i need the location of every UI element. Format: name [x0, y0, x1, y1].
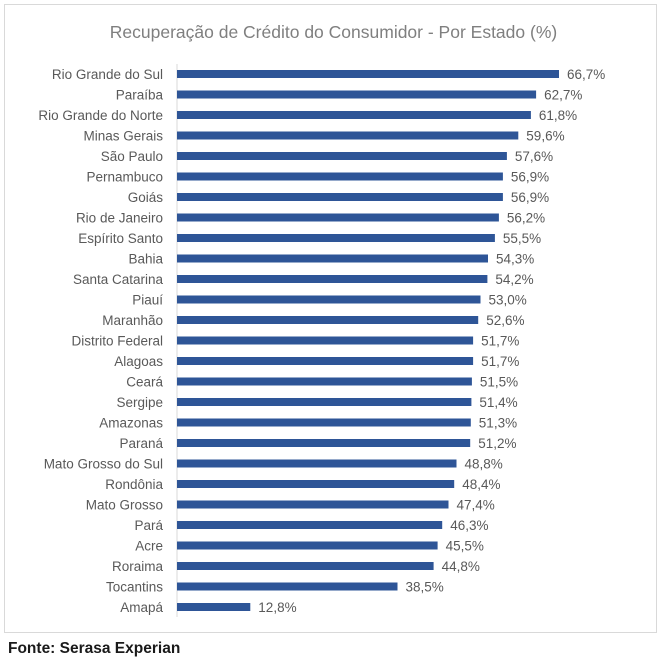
bar — [177, 541, 438, 550]
value-label: 62,7% — [544, 88, 582, 103]
value-label: 45,5% — [446, 539, 484, 554]
bar — [177, 90, 537, 99]
value-label: 59,6% — [526, 129, 564, 144]
value-label: 51,2% — [478, 436, 516, 451]
value-label: 48,8% — [465, 457, 503, 472]
category-label: Amazonas — [99, 416, 163, 431]
category-label: Bahia — [128, 252, 163, 267]
value-label: 51,4% — [479, 395, 517, 410]
bar — [177, 398, 472, 406]
category-label: Ceará — [126, 375, 163, 390]
category-label: Goiás — [128, 190, 164, 205]
value-label: 51,7% — [481, 354, 519, 369]
bar — [177, 152, 507, 160]
bar — [177, 582, 398, 591]
value-label: 54,2% — [495, 272, 533, 287]
value-label: 57,6% — [515, 149, 553, 164]
bar — [177, 213, 499, 222]
category-label: Rio Grande do Sul — [52, 67, 163, 82]
category-label: Paraná — [119, 436, 163, 451]
bar — [177, 193, 503, 201]
category-label: Rio Grande do Norte — [38, 108, 163, 123]
value-label: 54,3% — [496, 252, 534, 267]
category-label: Sergipe — [116, 395, 163, 410]
bar — [177, 275, 488, 283]
category-label: Acre — [135, 539, 163, 554]
bar — [177, 500, 449, 509]
category-label: Rio de Janeiro — [76, 211, 163, 226]
category-label: Santa Catarina — [73, 272, 164, 287]
bar-chart: Rio Grande do Sul 66,7% Paraíba 62,7% Rio Gr… — [38, 64, 605, 617]
value-label: 56,9% — [511, 170, 549, 185]
value-label: 56,9% — [511, 190, 549, 205]
bar — [177, 459, 457, 468]
value-label: 47,4% — [457, 498, 495, 513]
category-label: Minas Gerais — [83, 129, 163, 144]
category-label: Pernambuco — [86, 170, 163, 185]
value-label: 51,3% — [479, 416, 517, 431]
bar — [177, 418, 471, 427]
category-label: Distrito Federal — [71, 334, 163, 349]
value-label: 48,4% — [462, 477, 500, 492]
bar — [177, 336, 474, 345]
bar — [177, 480, 455, 488]
category-label: Piauí — [132, 293, 163, 308]
value-label: 66,7% — [567, 67, 605, 82]
bar — [177, 521, 443, 529]
value-label: 51,5% — [480, 375, 518, 390]
value-label: 38,5% — [406, 580, 444, 595]
value-label: 61,8% — [539, 108, 577, 123]
bar — [177, 254, 488, 263]
bar — [177, 357, 474, 365]
category-label: São Paulo — [101, 149, 163, 164]
category-label: Rondônia — [105, 477, 163, 492]
value-label: 53,0% — [489, 293, 527, 308]
value-label: 52,6% — [486, 313, 524, 328]
chart-title: Recuperação de Crédito do Consumidor - P… — [109, 22, 558, 42]
category-label: Pará — [134, 518, 163, 533]
value-label: 44,8% — [442, 559, 480, 574]
bar — [177, 316, 479, 324]
bar — [177, 131, 519, 140]
category-label: Mato Grosso — [86, 498, 163, 513]
bar — [177, 70, 559, 78]
value-label: 12,8% — [258, 600, 296, 615]
category-label: Maranhão — [102, 313, 163, 328]
bar — [177, 234, 495, 242]
category-label: Paraíba — [116, 88, 164, 103]
source-note: Fonte: Serasa Experian — [8, 640, 181, 657]
bar — [177, 603, 251, 611]
category-label: Roraima — [112, 559, 164, 574]
bar — [177, 439, 471, 447]
bar — [177, 377, 472, 386]
category-label: Amapá — [120, 600, 163, 615]
value-label: 51,7% — [481, 334, 519, 349]
category-label: Tocantins — [106, 580, 163, 595]
value-label: 56,2% — [507, 211, 545, 226]
category-label: Mato Grosso do Sul — [44, 457, 163, 472]
value-label: 46,3% — [450, 518, 488, 533]
category-label: Espírito Santo — [78, 231, 163, 246]
bar — [177, 111, 531, 119]
category-label: Alagoas — [114, 354, 163, 369]
bar — [177, 562, 434, 570]
value-label: 55,5% — [503, 231, 541, 246]
bar — [177, 172, 503, 181]
bar — [177, 295, 481, 304]
